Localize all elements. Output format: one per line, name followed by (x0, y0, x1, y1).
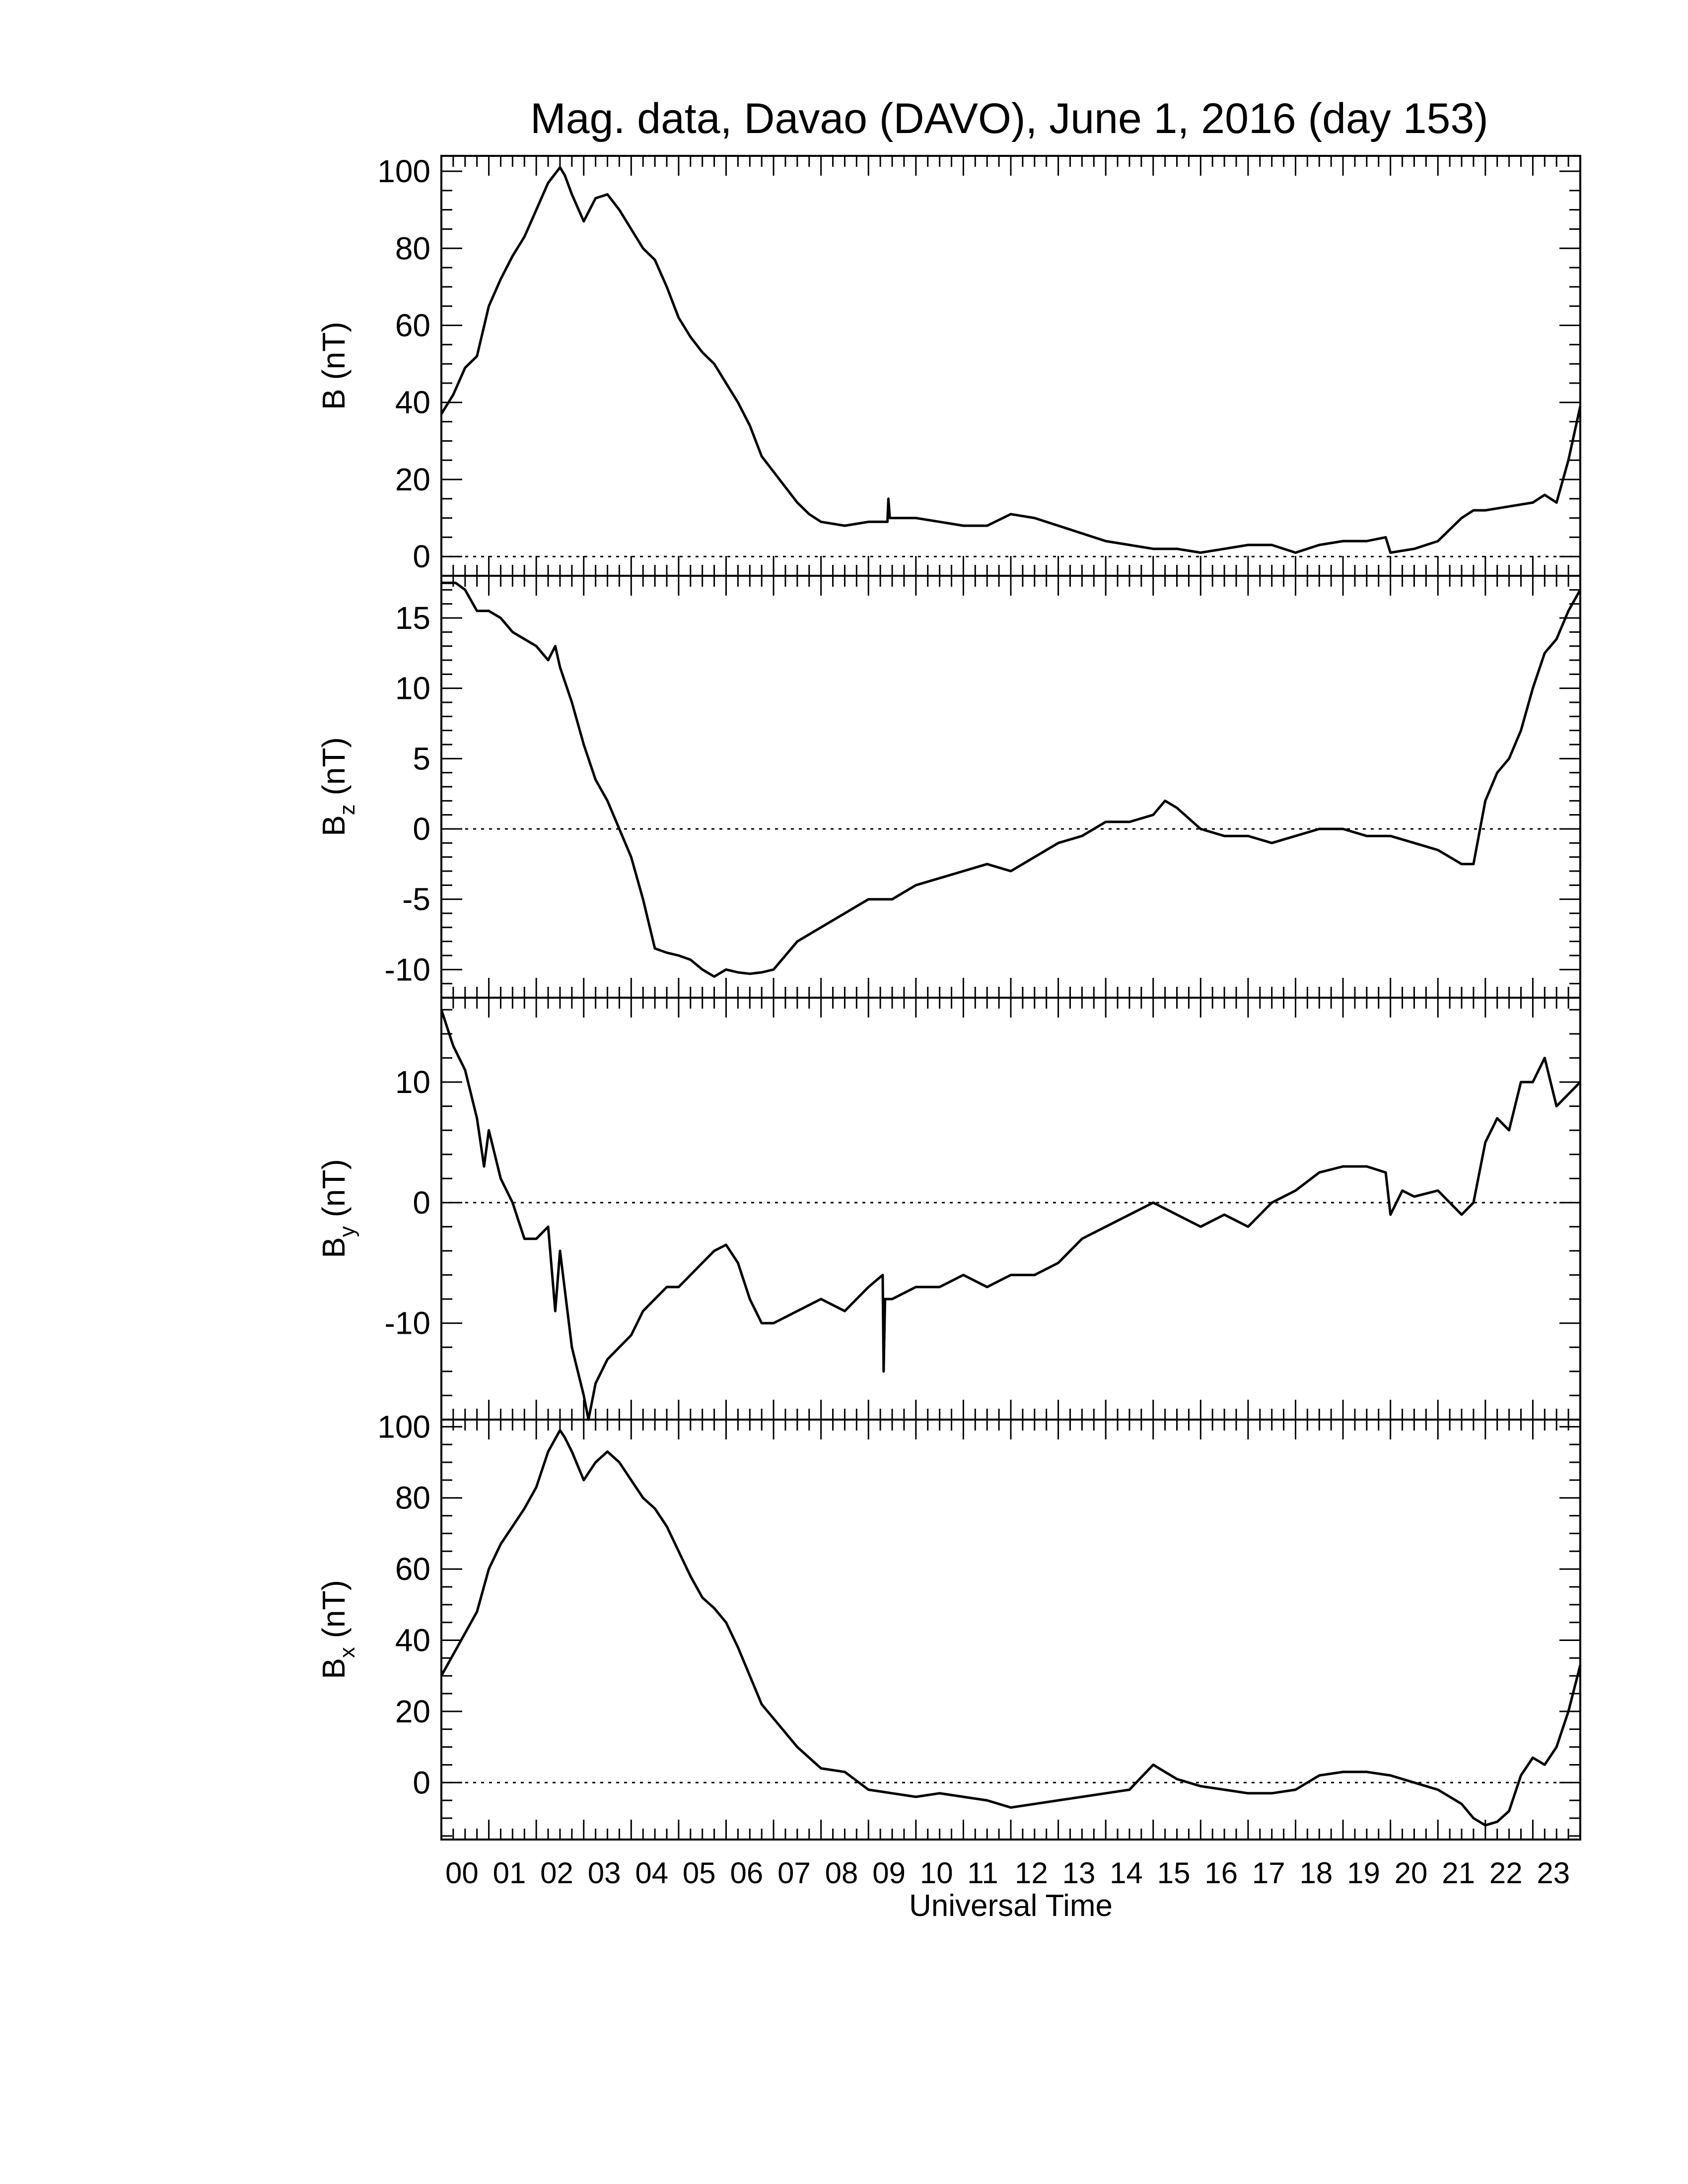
panel-1: 0 20 40 60 80 100 B (nT) (316, 153, 1582, 577)
y-tick-label: 80 (395, 1480, 430, 1516)
y-axis-label-subscript: x (335, 1647, 359, 1658)
y-axis-label-subscript: z (335, 804, 359, 815)
y-axis-label-unit: (nT) (316, 322, 352, 389)
panel-4: 0 20 40 60 80 100 Bx (nT) (316, 1409, 1582, 1841)
y-tick-label: 40 (395, 1623, 430, 1658)
y-tick-label: 10 (395, 671, 430, 706)
x-tick-label: 17 (1252, 1856, 1285, 1890)
x-axis-label: Universal Time (909, 1889, 1113, 1923)
x-tick-label: 21 (1442, 1856, 1475, 1890)
y-axis-label-unit: (nT) (316, 1580, 352, 1647)
x-tick-label: 20 (1395, 1856, 1428, 1890)
y-tick-label: 5 (413, 741, 430, 776)
x-tick-label: 13 (1062, 1856, 1096, 1890)
x-tick-label: 08 (825, 1856, 858, 1890)
x-tick-label: 00 (445, 1856, 479, 1890)
y-axis-label-unit: (nT) (316, 1159, 352, 1226)
y-axis-label: By (nT) (316, 1159, 359, 1258)
x-axis-tick-labels: 00 01 02 03 04 05 06 07 08 09 10 11 12 13 14 15 16 17 18 19… (445, 1856, 1570, 1890)
x-tick-label: 18 (1300, 1856, 1333, 1890)
x-tick-label: 16 (1204, 1856, 1238, 1890)
y-tick-label: -10 (385, 1305, 431, 1341)
x-tick-label: 05 (683, 1856, 716, 1890)
y-axis-label-main: B (316, 815, 352, 836)
y-axis-label-subscript: y (335, 1226, 359, 1237)
y-axis-label: B (nT) (316, 322, 352, 410)
series-line-2-1 (441, 581, 1582, 978)
x-tick-label: 01 (493, 1856, 526, 1890)
x-tick-label: 09 (872, 1856, 906, 1890)
x-tick-label: 15 (1157, 1856, 1191, 1890)
y-axis-label: Bz (nT) (316, 737, 359, 836)
y-axis-label: Bx (nT) (316, 1580, 359, 1679)
x-tick-label: 03 (588, 1856, 621, 1890)
figure-title: Mag. data, Davao (DAVO), June 1, 2016 (d… (530, 95, 1488, 142)
y-tick-label: 15 (395, 600, 430, 636)
series-line-1-1 (440, 166, 1582, 554)
x-tick-label: 10 (920, 1856, 953, 1890)
x-tick-label: 07 (777, 1856, 811, 1890)
y-tick-label: 0 (413, 811, 430, 847)
y-tick-label: 10 (395, 1064, 430, 1100)
y-tick-label: 100 (377, 153, 430, 189)
y-tick-label: 100 (377, 1409, 430, 1444)
x-tick-label: 04 (635, 1856, 668, 1890)
y-axis-label-main: B (316, 1237, 352, 1258)
x-tick-label: 22 (1489, 1856, 1523, 1890)
y-axis-label-main: B (316, 1658, 352, 1679)
y-axis-label-main: B (316, 389, 352, 410)
x-tick-label: 02 (540, 1856, 573, 1890)
x-tick-label: 12 (1015, 1856, 1048, 1890)
y-tick-label: 0 (413, 539, 430, 574)
y-tick-label: 0 (413, 1185, 430, 1221)
y-tick-label: -10 (385, 952, 431, 987)
x-tick-label: 23 (1537, 1856, 1570, 1890)
y-axis-label-unit: (nT) (316, 737, 352, 804)
y-tick-label: -5 (402, 882, 430, 917)
y-tick-label: 20 (395, 1694, 430, 1729)
x-tick-label: 06 (730, 1856, 764, 1890)
y-tick-label: 60 (395, 308, 430, 343)
y-tick-label: 0 (413, 1765, 430, 1800)
x-tick-label: 11 (967, 1856, 998, 1890)
series-line-4-1 (440, 1429, 1582, 1827)
y-tick-label: 20 (395, 462, 430, 497)
y-tick-label: 40 (395, 385, 430, 420)
y-tick-label: 80 (395, 230, 430, 266)
y-tick-label: 60 (395, 1551, 430, 1587)
series-line-3-1 (440, 1009, 1581, 1421)
x-tick-label: 14 (1110, 1856, 1143, 1890)
x-tick-label: 19 (1347, 1856, 1380, 1890)
